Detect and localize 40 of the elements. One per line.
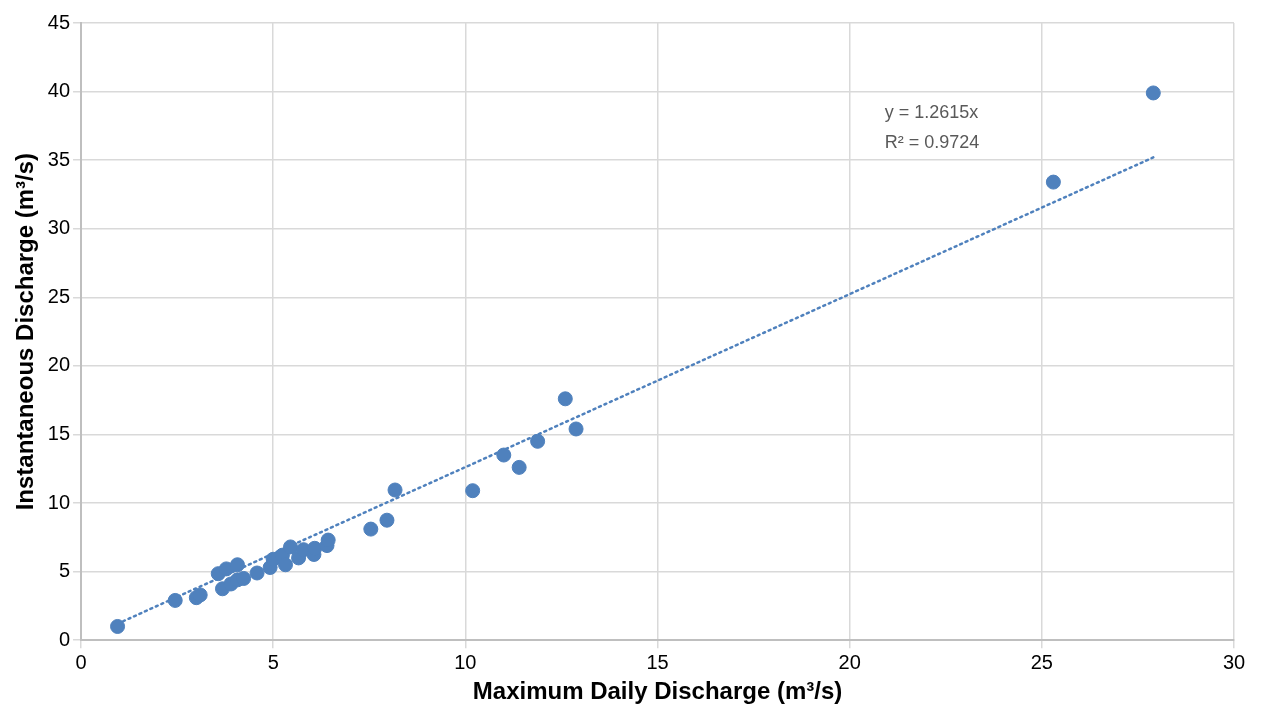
x-tick-label: 30	[1222, 650, 1246, 673]
x-tick-label: 20	[838, 650, 861, 673]
point	[557, 391, 573, 407]
point	[568, 421, 584, 437]
y-tick-label: 5	[58, 559, 71, 582]
point	[511, 459, 527, 475]
x-tick-label: 10	[454, 650, 477, 673]
point	[1145, 85, 1161, 101]
y-tick-label: 45	[47, 10, 71, 33]
x-axis-title: Maximum Daily Discharge (m³/s)	[472, 677, 843, 705]
point	[530, 433, 546, 449]
y-tick-label: 0	[58, 627, 71, 650]
y-tick-label: 15	[47, 421, 71, 444]
y-tick-label: 10	[47, 490, 71, 513]
point	[278, 557, 293, 573]
y-tick-label: 30	[47, 216, 71, 239]
x-tick-label: 15	[646, 650, 669, 673]
point	[465, 483, 481, 499]
y-tick-label: 25	[47, 284, 71, 307]
x-tick-label: 25	[1030, 650, 1053, 673]
point	[387, 482, 403, 498]
point	[167, 592, 183, 608]
point	[379, 512, 395, 528]
point	[1045, 174, 1061, 190]
y-axis-title: Instantaneous Discharge (m³/s)	[11, 152, 39, 511]
annotation: R² = 0.9724	[884, 132, 980, 152]
point	[110, 618, 126, 634]
point	[192, 587, 208, 603]
y-tick-label: 35	[47, 147, 71, 170]
x-tick-label: 0	[75, 650, 87, 673]
annotation: y = 1.2615x	[884, 102, 979, 122]
point	[363, 521, 379, 537]
point	[496, 447, 512, 463]
point	[283, 539, 298, 555]
point	[249, 565, 265, 581]
point	[218, 561, 234, 577]
y-tick-label: 40	[47, 79, 71, 102]
x-tick-label: 5	[267, 650, 279, 673]
y-tick-label: 20	[47, 353, 71, 376]
point	[229, 557, 245, 573]
